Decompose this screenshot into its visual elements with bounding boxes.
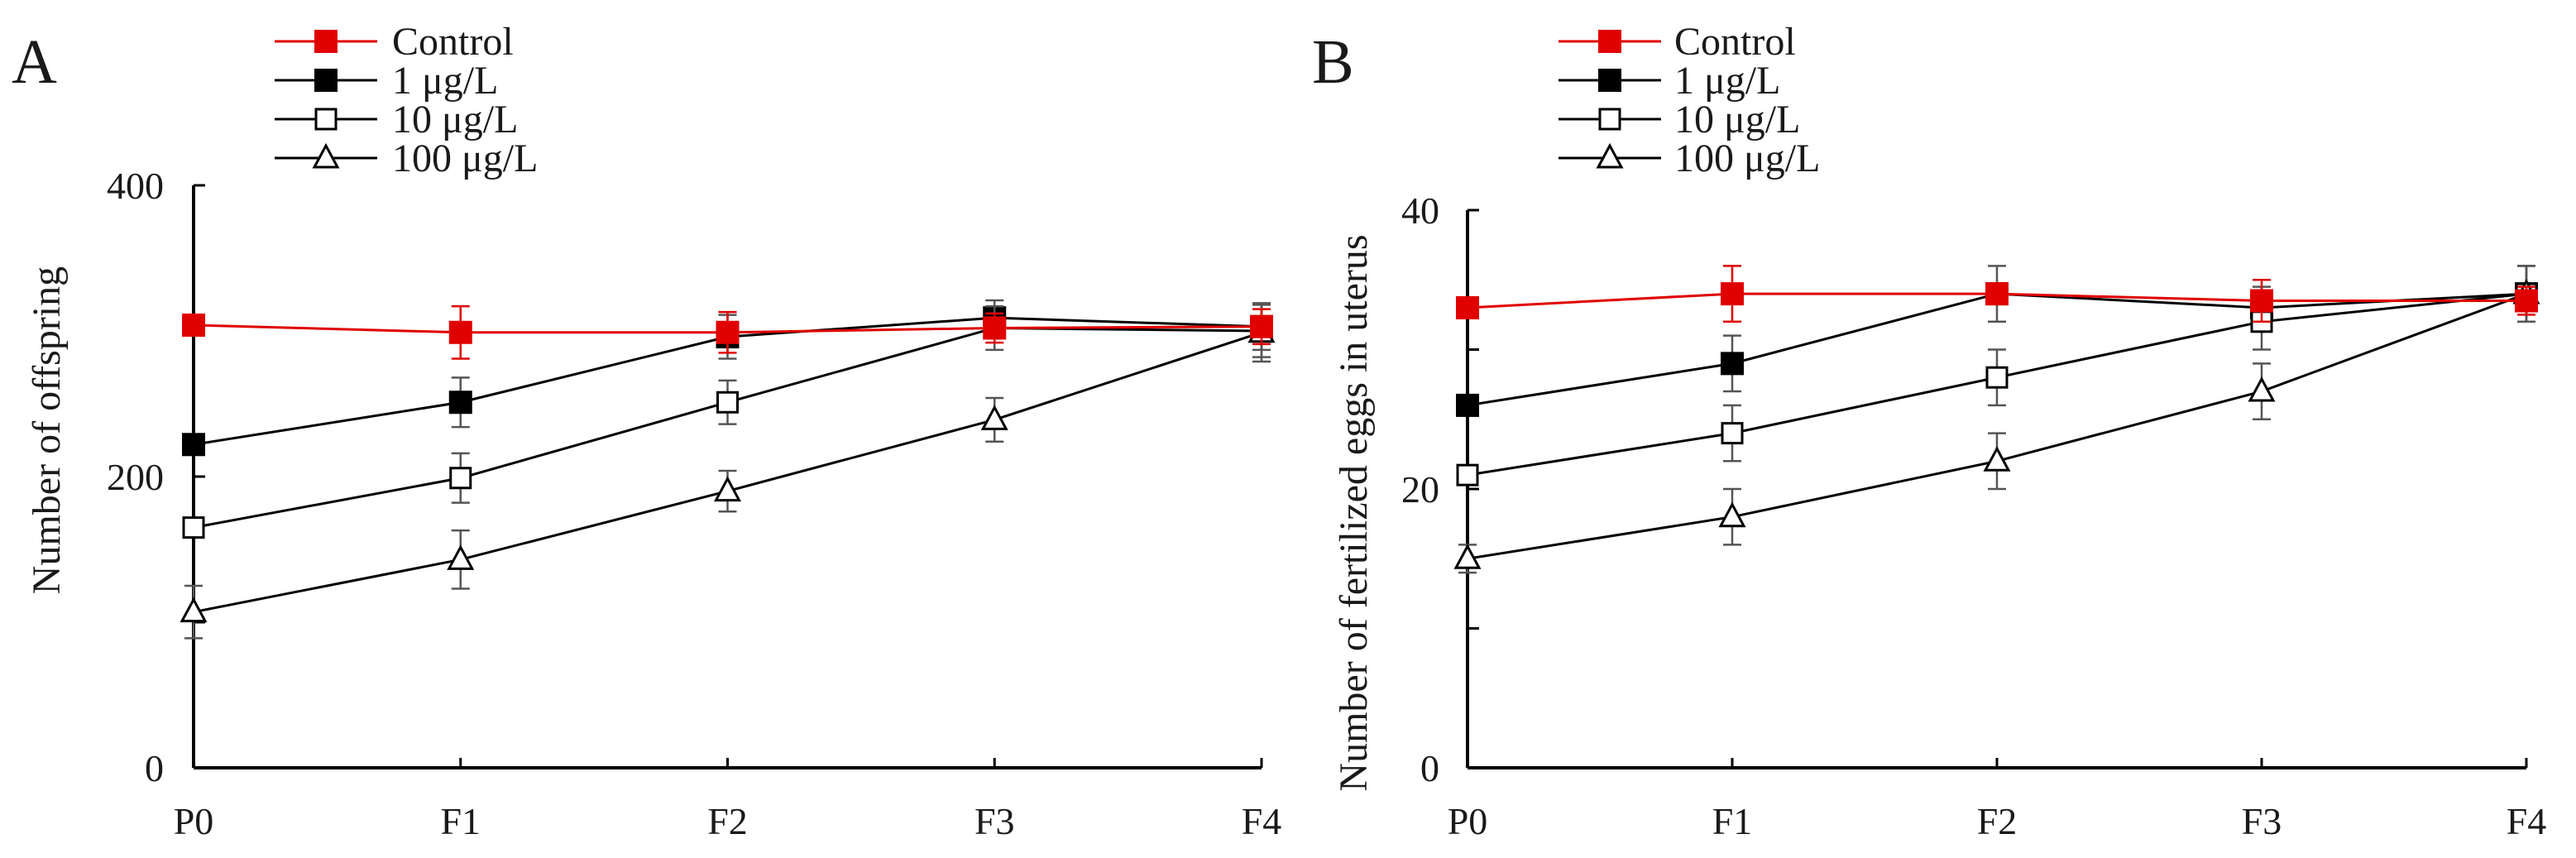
- y-tick-label: 20: [1401, 468, 1439, 510]
- data-point: [1250, 314, 1273, 338]
- legend-marker: [1596, 142, 1624, 169]
- legend-marker: [312, 142, 340, 169]
- data-point: [980, 405, 1008, 430]
- panel-letter: B: [1312, 27, 1354, 97]
- y-tick-label: 0: [145, 747, 164, 789]
- x-tick-label: F3: [974, 800, 1015, 842]
- data-point: [713, 476, 742, 502]
- x-tick-label: F3: [2242, 800, 2282, 842]
- y-axis-title: Number of offspring: [25, 266, 69, 594]
- legend-marker: [1598, 108, 1621, 131]
- data-point: [1718, 501, 1746, 528]
- legend-label: 100 μg/L: [392, 137, 538, 180]
- legend-entry: Control: [275, 20, 514, 64]
- x-tick-label: P0: [1448, 800, 1488, 842]
- legend-entry: 10 μg/L: [1559, 98, 1800, 141]
- series-open-triangle: [1453, 265, 2540, 574]
- x-tick-label: F2: [707, 800, 748, 842]
- data-point: [449, 467, 472, 490]
- x-tick-label: F1: [440, 800, 481, 842]
- legend-entry: 100 μg/L: [275, 137, 538, 180]
- data-point: [2250, 289, 2273, 313]
- legend-entry: 1 μg/L: [275, 59, 498, 103]
- data-point: [1983, 446, 2011, 472]
- data-point: [2515, 289, 2538, 313]
- x-tick-label: F4: [2507, 800, 2547, 842]
- data-point: [1985, 366, 2009, 389]
- data-point: [1721, 282, 1744, 306]
- series-filled-square: [182, 304, 1273, 360]
- legend-entry: 1 μg/L: [1559, 59, 1780, 103]
- data-point: [1456, 463, 1479, 487]
- panel-letter: A: [12, 27, 57, 97]
- x-tick-label: F2: [1977, 800, 2018, 842]
- data-point: [1453, 544, 1482, 569]
- legend-marker: [1598, 30, 1621, 53]
- legend-label: Control: [1674, 20, 1796, 64]
- series-line: [1467, 292, 2527, 560]
- data-point: [983, 316, 1007, 340]
- x-tick-label: P0: [174, 800, 214, 842]
- data-point: [447, 544, 475, 570]
- data-point: [180, 597, 208, 623]
- data-point: [1985, 282, 2009, 306]
- y-tick-label: 400: [107, 165, 164, 207]
- x-tick-label: F4: [1242, 800, 1282, 842]
- legend-label: 10 μg/L: [392, 98, 518, 141]
- data-point: [182, 313, 205, 337]
- legend-marker: [1598, 69, 1621, 92]
- data-point: [716, 391, 739, 414]
- legend-entry: Control: [1559, 20, 1796, 64]
- legend-marker: [314, 108, 338, 131]
- series-filled-square: [1456, 265, 2538, 324]
- data-point: [448, 391, 472, 415]
- legend-label: 1 μg/L: [392, 59, 498, 103]
- y-tick-label: 0: [1420, 747, 1439, 789]
- data-point: [1456, 295, 1479, 319]
- panel-a: A 0 200 400 P0 F1 F2 F3 F4 Number of offspring Con…: [12, 20, 1281, 842]
- data-point: [1721, 352, 1744, 376]
- data-point: [448, 320, 472, 344]
- legend-marker: [314, 69, 338, 92]
- data-point: [182, 433, 205, 457]
- legend-entry: 10 μg/L: [275, 98, 518, 141]
- data-point: [2248, 376, 2276, 402]
- data-point: [1721, 422, 1744, 445]
- data-point: [1456, 393, 1479, 417]
- legend-entry: 100 μg/L: [1559, 137, 1820, 180]
- data-point: [182, 516, 205, 539]
- legend-label: 10 μg/L: [1674, 98, 1800, 141]
- legend-label: 100 μg/L: [1674, 137, 1820, 180]
- y-axis-title: Number of fertilized eggs in uterus: [1332, 234, 1376, 791]
- y-tick-label: 200: [107, 456, 164, 498]
- data-point: [716, 320, 740, 344]
- legend-label: 1 μg/L: [1674, 59, 1780, 103]
- y-tick-label: 40: [1401, 189, 1439, 232]
- panel-b: B 0 20 40 P0 F1 F2 F3 F4 Number of fertilized egg…: [1312, 20, 2546, 842]
- legend-label: Control: [392, 20, 514, 64]
- x-tick-label: F1: [1712, 800, 1753, 842]
- legend-marker: [314, 30, 338, 53]
